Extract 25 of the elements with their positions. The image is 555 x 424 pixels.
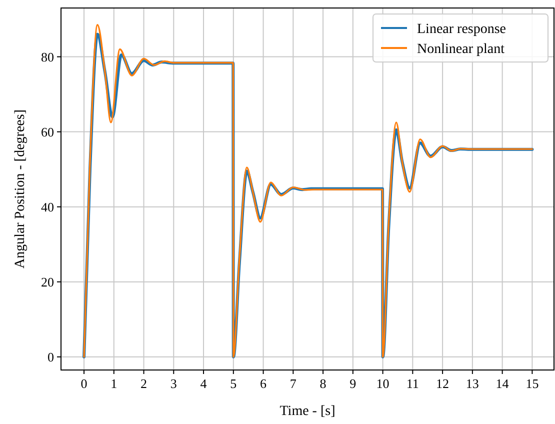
x-tick-label: 15 <box>526 376 539 391</box>
x-tick-label: 0 <box>80 376 88 391</box>
y-tick-label: 40 <box>41 199 54 214</box>
x-tick-label: 11 <box>406 376 419 391</box>
x-tick-label: 12 <box>436 376 450 391</box>
x-tick-label: 7 <box>290 376 297 391</box>
x-axis-title: Time - [s] <box>280 404 336 419</box>
x-tick-label: 5 <box>230 376 237 391</box>
x-tick-label: 1 <box>110 376 118 391</box>
y-tick-label: 0 <box>48 349 54 364</box>
x-tick-label: 3 <box>170 376 177 391</box>
x-tick-label: 2 <box>140 376 148 391</box>
y-tick-label: 60 <box>41 124 54 140</box>
x-tick-label: 8 <box>320 376 326 391</box>
y-tick-label: 20 <box>41 274 54 290</box>
x-tick-label: 10 <box>376 376 390 391</box>
x-tick-label: 9 <box>350 376 356 391</box>
x-tick-label: 6 <box>260 376 268 391</box>
y-axis-title: Angular Position - [degrees] <box>13 109 28 269</box>
legend-label: Linear response <box>417 22 506 37</box>
x-tick-label: 14 <box>496 376 510 391</box>
x-tick-label: 13 <box>466 376 479 391</box>
x-tick-label: 4 <box>200 376 208 391</box>
y-tick-label: 80 <box>41 49 54 64</box>
legend-label: Nonlinear plant <box>417 42 505 57</box>
